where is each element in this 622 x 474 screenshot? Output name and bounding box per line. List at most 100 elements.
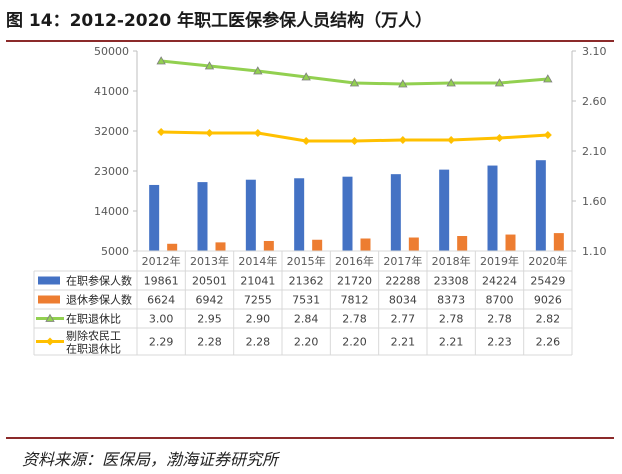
- bar: [408, 237, 419, 251]
- table-value: 2.21: [391, 336, 416, 349]
- bar: [439, 169, 450, 251]
- x-tick-label: 2019年: [480, 254, 519, 268]
- line-point: [156, 56, 166, 65]
- legend-name: 剔除农民工: [66, 329, 121, 343]
- table-value: 2.77: [391, 313, 416, 326]
- bar: [505, 234, 516, 251]
- line-point: [447, 136, 456, 144]
- table-value: 2.95: [197, 313, 222, 326]
- table-value: 8373: [437, 294, 465, 307]
- table-value: 2.21: [439, 336, 464, 349]
- bar: [487, 165, 498, 251]
- line-point: [253, 129, 262, 137]
- y-left-tick-label: 23000: [94, 165, 129, 178]
- y-right-tick-label: 1.60: [582, 195, 607, 208]
- table-value: 20501: [192, 275, 227, 288]
- table-value: 23308: [434, 275, 469, 288]
- x-tick-label: 2015年: [287, 254, 326, 268]
- y-right-tick-label: 1.10: [582, 245, 607, 258]
- table-value: 7255: [244, 294, 272, 307]
- table-value: 7531: [292, 294, 320, 307]
- table-value: 7812: [341, 294, 369, 307]
- x-tick-label: 2013年: [190, 254, 229, 268]
- bar: [390, 174, 401, 251]
- footer-divider: [6, 437, 614, 439]
- table-value: 19861: [144, 275, 179, 288]
- bar: [457, 236, 468, 251]
- table-value: 25429: [530, 275, 565, 288]
- table-value: 3.00: [149, 313, 174, 326]
- bar: [215, 242, 226, 251]
- bar: [167, 243, 178, 251]
- table-value: 2.78: [439, 313, 464, 326]
- y-left-tick-label: 50000: [94, 45, 129, 58]
- x-tick-label: 2020年: [528, 254, 567, 268]
- legend-name: 退休参保人数: [66, 293, 132, 307]
- line-point: [302, 137, 311, 145]
- table-value: 2.29: [149, 336, 174, 349]
- table-value: 21041: [240, 275, 275, 288]
- bar: [342, 176, 353, 251]
- bar: [553, 233, 564, 251]
- y-left-tick-label: 14000: [94, 205, 129, 218]
- table-value: 2.78: [487, 313, 512, 326]
- bar: [294, 178, 305, 251]
- table-value: 2.23: [487, 336, 512, 349]
- table-value: 2.20: [342, 336, 367, 349]
- line-point: [398, 136, 407, 144]
- legend-name: 在职退休比: [66, 313, 121, 326]
- legend-name: 在职参保人数: [66, 274, 132, 288]
- table-value: 9026: [534, 294, 562, 307]
- bar: [312, 239, 323, 251]
- bar: [245, 179, 256, 251]
- table-value: 24224: [482, 275, 517, 288]
- table-value: 2.84: [294, 313, 319, 326]
- table-value: 21362: [289, 275, 324, 288]
- y-left-tick-label: 5000: [101, 245, 129, 258]
- legend-key: [38, 276, 60, 285]
- bar: [360, 238, 371, 251]
- bar: [149, 184, 160, 251]
- y-right-tick-label: 2.60: [582, 95, 607, 108]
- table-value: 6624: [147, 294, 175, 307]
- table-value: 2.90: [246, 313, 271, 326]
- y-left-tick-label: 32000: [94, 125, 129, 138]
- line-point: [398, 79, 408, 88]
- x-tick-label: 2014年: [238, 254, 277, 268]
- source-note: 资料来源：医保局，渤海证券研究所: [22, 450, 279, 469]
- y-left-tick-label: 41000: [94, 85, 129, 98]
- line-point: [253, 66, 263, 75]
- table-value: 2.82: [536, 313, 561, 326]
- legend-key: [46, 337, 54, 346]
- table-value: 2.28: [246, 336, 271, 349]
- x-tick-label: 2017年: [383, 254, 422, 268]
- line-point: [543, 74, 553, 83]
- x-tick-label: 2012年: [142, 254, 181, 268]
- line-point: [204, 61, 215, 70]
- line-point: [543, 131, 552, 139]
- y-right-tick-label: 2.10: [582, 145, 607, 158]
- bar: [197, 182, 208, 251]
- table-value: 22288: [385, 275, 420, 288]
- table-value: 2.78: [342, 313, 367, 326]
- x-tick-label: 2016年: [335, 254, 374, 268]
- table-value: 6942: [196, 294, 224, 307]
- bar: [535, 160, 546, 251]
- legend-key: [38, 295, 60, 304]
- x-tick-label: 2018年: [432, 254, 471, 268]
- line-point: [157, 128, 166, 136]
- chart-title: 图 14：2012-2020 年职工医保参保人员结构（万人）: [6, 11, 433, 31]
- line-point: [205, 129, 214, 137]
- table-value: 2.28: [197, 336, 222, 349]
- legend-key: [45, 313, 55, 322]
- table-value: 8034: [389, 294, 417, 307]
- line-point: [350, 137, 359, 145]
- bar: [263, 240, 274, 251]
- y-right-tick-label: 3.10: [582, 45, 607, 58]
- legend-name: 在职退休比: [66, 343, 121, 356]
- table-value: 21720: [337, 275, 372, 288]
- title-divider: [6, 40, 614, 42]
- table-value: 2.26: [536, 336, 561, 349]
- line-point: [349, 78, 360, 87]
